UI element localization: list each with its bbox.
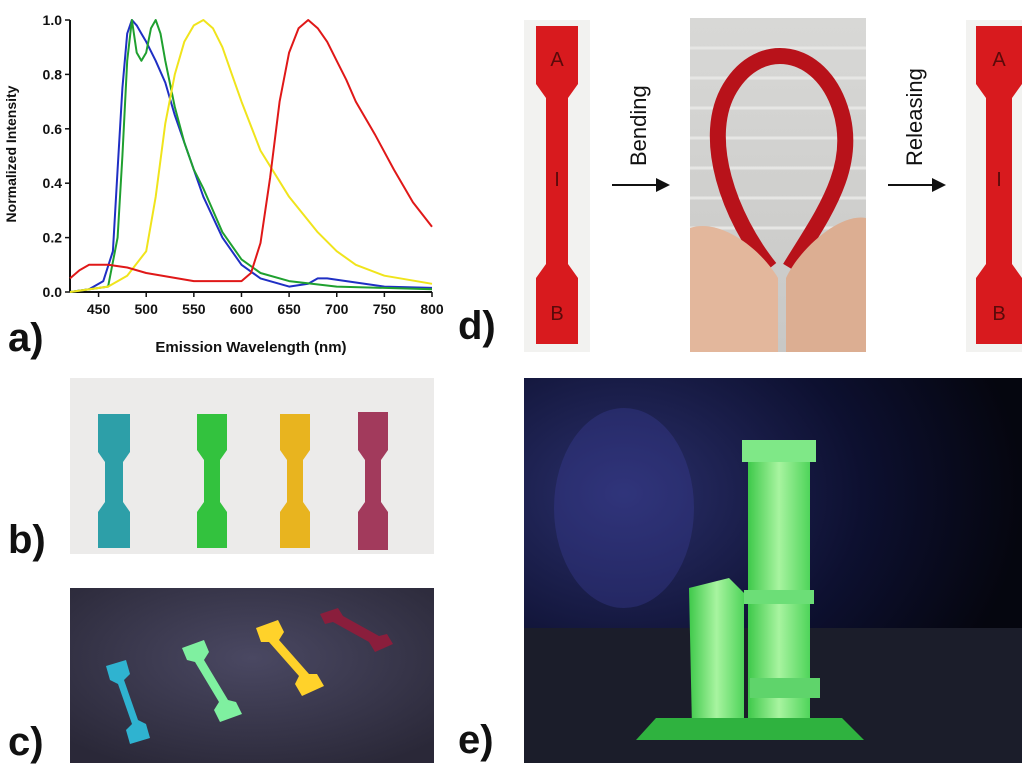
x-tick-label: 650 xyxy=(277,301,301,317)
y-tick-label: 0.6 xyxy=(43,121,63,137)
panel-label-a: a) xyxy=(8,316,44,360)
specimen-mark-b-after: B xyxy=(992,303,1005,325)
specimen-green xyxy=(197,414,227,548)
specimen-mark-b: B xyxy=(550,303,563,325)
bending-label: Bending xyxy=(626,85,651,166)
specimen-mark-a: A xyxy=(550,49,564,71)
x-tick-label: 800 xyxy=(420,301,444,317)
releasing-arrow-icon xyxy=(888,178,946,192)
panel-label-e: e) xyxy=(458,718,494,762)
glowing-specimen-cyan xyxy=(106,660,150,744)
chart-series xyxy=(69,19,433,293)
y-tick-label: 0.0 xyxy=(43,284,63,300)
specimen-mark-a-after: A xyxy=(992,49,1006,71)
photo-specimen-bent xyxy=(690,18,866,352)
x-tick-label: 450 xyxy=(87,301,111,317)
x-tick-label: 750 xyxy=(373,301,397,317)
glowing-specimen-red xyxy=(320,608,393,652)
glowing-specimen-yellow xyxy=(256,620,324,696)
emission-spectra-chart: 450 500 550 600 650 700 750 800 0.0 0.2 0.4 0.6 0.8 1… xyxy=(3,12,444,356)
photo-printed-towers xyxy=(524,378,1022,763)
y-tick-label: 0.4 xyxy=(43,175,63,191)
y-tick-label: 0.8 xyxy=(43,66,63,82)
left-finger xyxy=(690,226,778,352)
short-tower xyxy=(689,578,744,728)
panel-label-c: c) xyxy=(8,720,44,764)
releasing-label: Releasing xyxy=(902,68,927,166)
series-line-red xyxy=(69,19,433,283)
series-line-yellow xyxy=(69,19,433,293)
x-tick-label: 700 xyxy=(325,301,349,317)
specimen-mark-i-after: I xyxy=(996,169,1002,191)
bending-arrow-icon xyxy=(612,178,670,192)
x-tick-label: 500 xyxy=(135,301,159,317)
x-tick-label: 600 xyxy=(230,301,254,317)
specimen-mark-i: I xyxy=(554,169,560,191)
y-tick-label: 0.2 xyxy=(43,230,63,246)
chart-ticks: 450 500 550 600 650 700 750 800 0.0 0.2 0.4 0.6 0.8 1… xyxy=(43,12,444,317)
panel-label-b: b) xyxy=(8,518,46,562)
x-axis-label: Emission Wavelength (nm) xyxy=(155,339,346,356)
y-axis-label: Normalized Intensity xyxy=(3,85,19,222)
y-tick-label: 1.0 xyxy=(43,12,63,28)
photo-specimens-daylight xyxy=(70,378,434,554)
series-line-blue xyxy=(69,19,433,293)
series-line-green xyxy=(69,19,433,293)
photo-specimen-after: A I B xyxy=(966,20,1022,352)
photo-specimens-uv xyxy=(70,588,434,763)
chart-axes xyxy=(69,20,432,293)
panel-label-d: d) xyxy=(458,304,496,348)
specimen-cyan xyxy=(98,414,130,548)
glowing-specimen-green xyxy=(182,640,242,722)
right-finger xyxy=(786,217,866,352)
tall-tower xyxy=(742,440,820,728)
x-tick-label: 550 xyxy=(182,301,206,317)
specimen-magenta xyxy=(358,412,388,550)
photo-specimen-before: A I B xyxy=(524,20,590,352)
specimen-yellow xyxy=(280,414,310,548)
tower-base xyxy=(636,718,864,740)
